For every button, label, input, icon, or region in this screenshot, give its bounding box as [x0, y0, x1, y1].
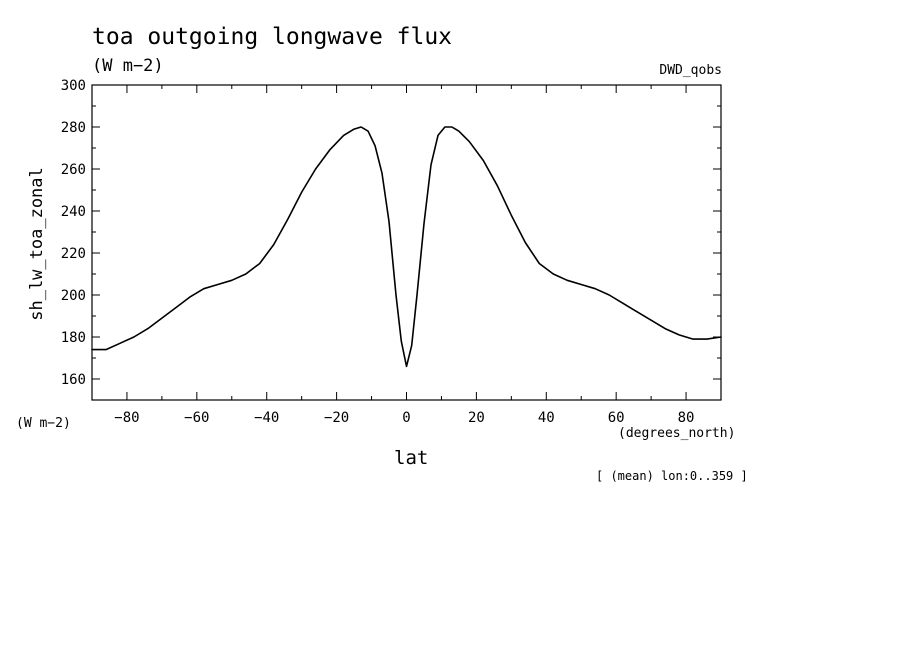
x-axis-units: (degrees_north) [618, 426, 736, 441]
y-axis-label: sh_lw_toa_zonal [27, 167, 47, 321]
axis-ticks [91, 84, 722, 401]
y-tick-label: 260 [61, 162, 86, 178]
x-tick-label: 20 [468, 410, 485, 426]
chart-units: (W m−2) [92, 56, 164, 76]
y-tick-label: 300 [61, 78, 86, 94]
y-tick-label: 240 [61, 204, 86, 220]
y-tick-label: 280 [61, 120, 86, 136]
plot-frame [91, 84, 722, 401]
y-tick-label: 180 [61, 330, 86, 346]
y-tick-label: 160 [61, 372, 86, 388]
y-axis-units: (W m−2) [16, 416, 71, 431]
x-tick-label: −40 [254, 410, 279, 426]
x-tick-label: 60 [608, 410, 625, 426]
series-lines [91, 126, 722, 368]
x-tick-label: −80 [114, 410, 139, 426]
x-tick-label: 80 [678, 410, 695, 426]
x-tick-label: −60 [184, 410, 209, 426]
source-label: DWD_qobs [659, 63, 722, 78]
series-line [91, 126, 722, 368]
x-tick-label: 40 [538, 410, 555, 426]
x-axis-label: lat [394, 447, 429, 469]
axis-tick-labels: −80 −60 −40 −20 0 20 40 60 80 160 180 200 220 240 260 2… [61, 78, 695, 426]
x-tick-label: −20 [324, 410, 349, 426]
chart-title: toa outgoing longwave flux [92, 24, 453, 50]
footnote: [ (mean) lon:0..359 ] [596, 469, 748, 483]
y-tick-label: 220 [61, 246, 86, 262]
x-tick-label: 0 [402, 410, 410, 426]
y-tick-label: 200 [61, 288, 86, 304]
